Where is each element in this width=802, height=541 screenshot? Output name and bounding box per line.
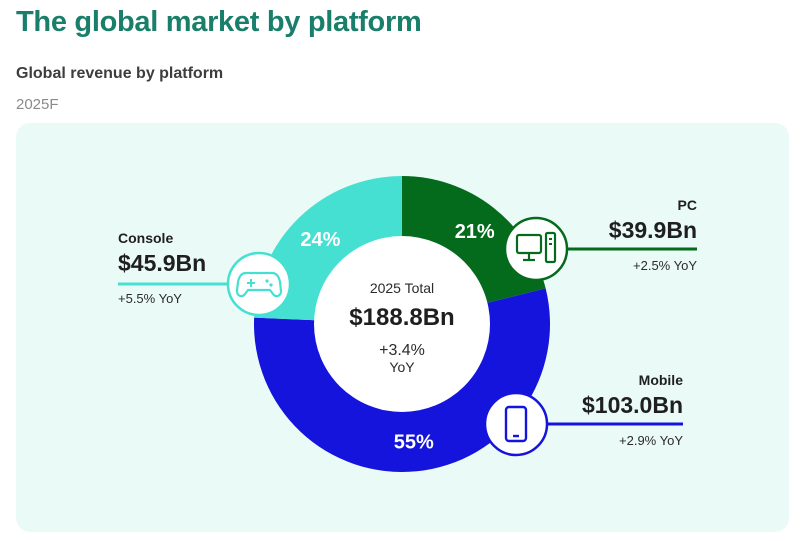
mobile-value: $103.0Bn — [582, 392, 683, 418]
center-label: 2025 Total — [370, 280, 434, 296]
smartphone-icon — [483, 391, 549, 457]
mobile-growth: +2.9% YoY — [619, 433, 683, 448]
mobile-name: Mobile — [639, 372, 684, 388]
pc-name: PC — [678, 197, 697, 213]
slice-label-mobile: 55% — [394, 431, 434, 453]
chart-period: 2025F — [16, 96, 59, 113]
console-name: Console — [118, 230, 173, 246]
desktop-pc-icon — [503, 216, 569, 282]
center-growth: +3.4% — [379, 342, 425, 359]
console-value: $45.9Bn — [118, 250, 206, 276]
center-growth-unit: YoY — [389, 359, 415, 375]
pc-growth: +2.5% YoY — [633, 258, 697, 273]
console-growth: +5.5% YoY — [118, 291, 182, 306]
chart-subtitle: Global revenue by platform — [16, 65, 224, 82]
donut-hole — [314, 236, 490, 412]
page-title: The global market by platform — [16, 6, 422, 38]
pc-value: $39.9Bn — [609, 217, 697, 243]
slice-label-console: 24% — [300, 229, 340, 251]
slice-label-pc: 21% — [455, 221, 495, 243]
gamepad-icon — [226, 251, 292, 317]
center-total: $188.8Bn — [349, 304, 454, 331]
